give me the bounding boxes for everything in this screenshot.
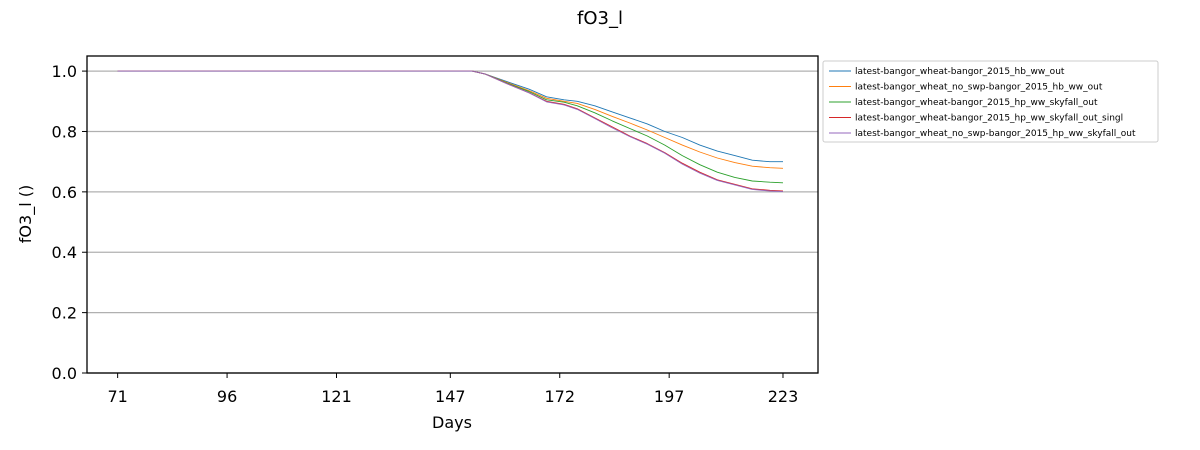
plot-area-frame [86, 55, 819, 374]
y-tick-label: 1.0 [52, 62, 77, 81]
series-lines [117, 70, 784, 193]
x-tick-label: 121 [321, 387, 352, 406]
x-axis-ticks: 71 96 121 147 172 197 223 [107, 373, 798, 406]
x-tick-label: 197 [654, 387, 685, 406]
legend-label: latest-bangor_wheat-bangor_2015_hp_ww_sk… [855, 98, 1098, 108]
y-axis-ticks: 0.0 0.2 0.4 0.6 0.8 1.0 [52, 62, 87, 383]
legend: latest-bangor_wheat-bangor_2015_hb_ww_ou… [822, 60, 1159, 143]
chart-title: fO3_l [577, 8, 623, 29]
y-tick-label: 0.4 [52, 243, 77, 262]
x-tick-label: 96 [217, 387, 237, 406]
series-line [117, 70, 784, 169]
y-tick-label: 0.2 [52, 304, 77, 323]
legend-label: latest-bangor_wheat_no_swp-bangor_2015_h… [855, 83, 1103, 93]
legend-label: latest-bangor_wheat-bangor_2015_hb_ww_ou… [855, 67, 1065, 77]
x-tick-label: 172 [544, 387, 575, 406]
x-tick-label: 223 [768, 387, 799, 406]
series-line [117, 70, 784, 193]
y-axis-title: fO3_l () [16, 185, 36, 243]
series-line [117, 70, 783, 163]
y-tick-label: 0.0 [52, 364, 77, 383]
legend-label: latest-bangor_wheat_no_swp-bangor_2015_h… [855, 129, 1136, 139]
y-tick-label: 0.8 [52, 122, 77, 141]
x-tick-label: 71 [107, 387, 127, 406]
series-line [117, 70, 784, 184]
y-tick-label: 0.6 [52, 183, 77, 202]
legend-frame [822, 60, 1159, 143]
legend-label: latest-bangor_wheat-bangor_2015_hp_ww_sk… [855, 114, 1123, 124]
x-axis-title: Days [432, 413, 472, 432]
grid-lines [87, 70, 818, 374]
x-tick-label: 147 [435, 387, 466, 406]
